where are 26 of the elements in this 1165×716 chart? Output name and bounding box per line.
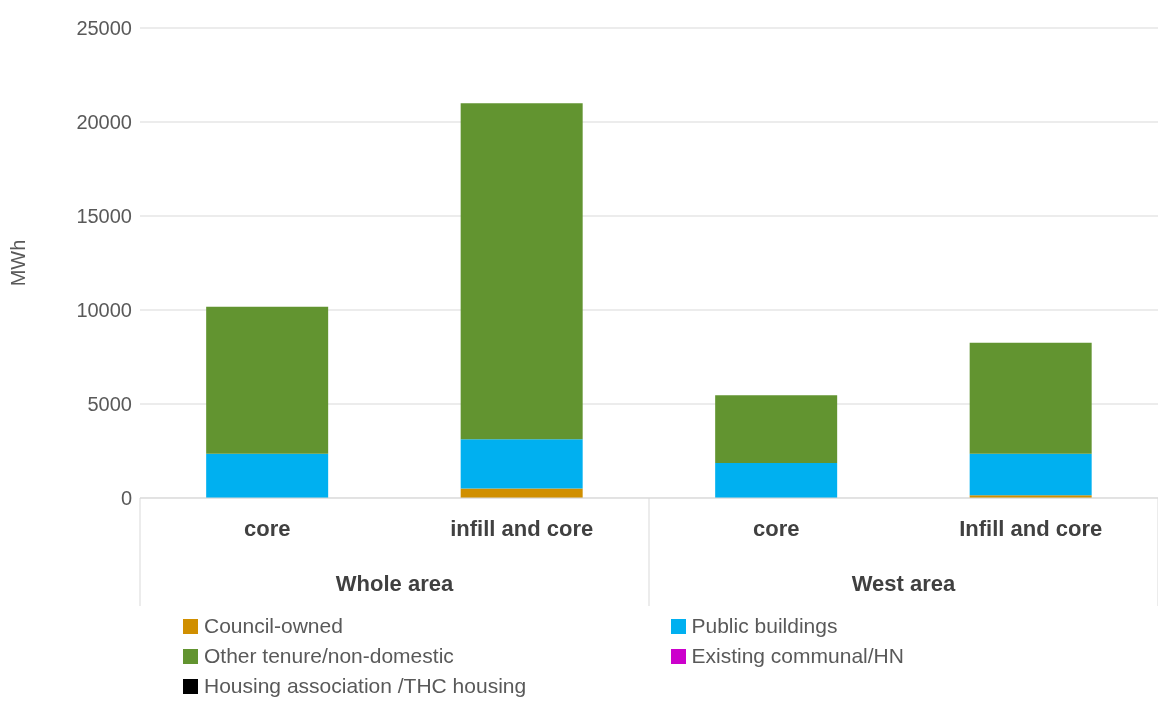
- bar: [969, 453, 1092, 496]
- legend-label: Public buildings: [691, 614, 838, 638]
- y-tick-label: 20000: [76, 111, 132, 134]
- y-tick-label: 0: [120, 487, 132, 510]
- bar: [460, 103, 583, 440]
- bar: [206, 306, 329, 454]
- legend-label: Existing communal/HN: [691, 644, 904, 668]
- y-axis-title: MWh: [7, 239, 30, 287]
- y-tick-label: 5000: [87, 393, 132, 416]
- x-tick-label: core: [753, 516, 800, 541]
- x-tick-label: infill and core: [450, 516, 594, 541]
- text: West area: [851, 571, 957, 596]
- x-tick-label: core: [244, 516, 291, 541]
- legend-label: Council-owned: [204, 614, 343, 638]
- legend-label: Other tenure/non-domestic: [204, 644, 454, 668]
- y-tick-label: 15000: [76, 205, 132, 228]
- bar: [206, 453, 329, 498]
- y-tick-label: 10000: [76, 299, 132, 322]
- bar: [460, 439, 583, 489]
- bar: [715, 395, 838, 464]
- y-tick-label: 25000: [76, 17, 132, 40]
- x-tick-label: Infill and core: [959, 516, 1103, 541]
- legend-label: Housing association /THC housing: [204, 674, 527, 698]
- text: Whole area: [335, 571, 454, 596]
- bar: [969, 342, 1092, 454]
- bar: [715, 463, 838, 498]
